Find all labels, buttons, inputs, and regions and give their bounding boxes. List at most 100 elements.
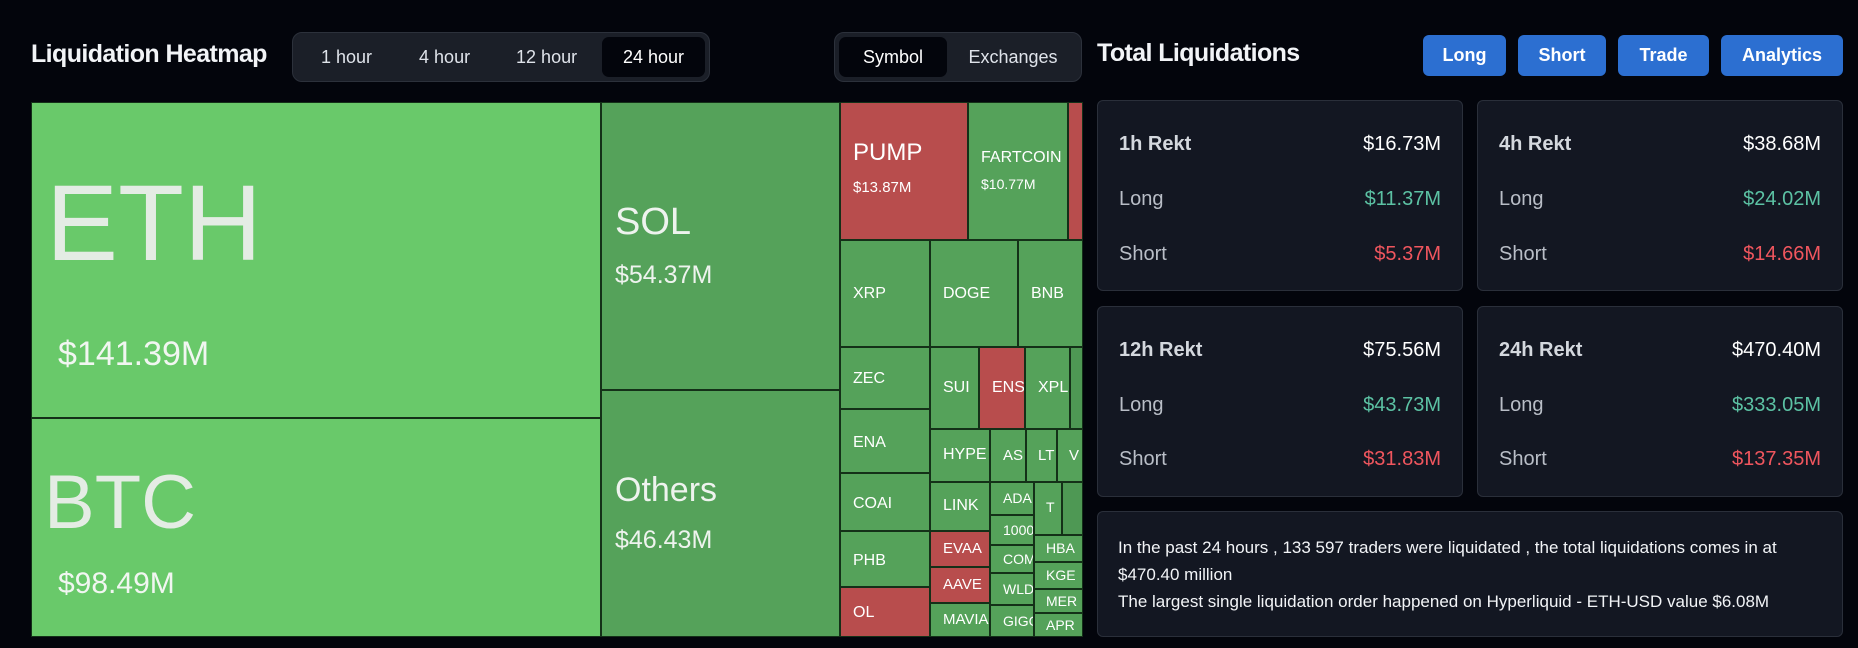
rekt-4h-short-row: Short $14.66M [1499,239,1821,269]
tile-phb-name: PHB [853,552,886,569]
time-option-24h[interactable]: 24 hour [602,37,705,77]
rekt-4h-label: 4h Rekt [1499,132,1572,155]
tile-doge-name: DOGE [943,285,991,302]
tile-sol-value: $54.37M [615,261,713,289]
liquidation-summary: In the past 24 hours , 133 597 traders w… [1097,511,1843,637]
rekt-12h-short: $31.83M [1363,447,1441,470]
view-mode-selector: Symbol Exchanges [834,32,1082,82]
tile-fartcoin-name: FARTCOIN [981,149,1062,166]
rekt-24h-short-label: Short [1499,447,1547,470]
tile-eth[interactable]: ETH $141.39M [31,102,601,418]
rekt-12h-long-label: Long [1119,393,1164,416]
tile-hba[interactable]: HBA [1034,535,1083,562]
rekt-1h-short-label: Short [1119,242,1167,265]
tile-apr-name: APR [1046,617,1075,633]
tile-fartcoin[interactable]: FARTCOIN $10.77M [968,102,1068,240]
heatmap-title: Liquidation Heatmap [31,40,267,68]
rekt-1h-short: $5.37M [1374,242,1441,265]
tile-mavia[interactable]: MAVIA [930,603,990,637]
tile-ens-name: ENS [992,379,1025,396]
tile-btc-name: BTC [44,460,196,545]
tile-ens[interactable]: ENS [979,347,1025,429]
tile-bnb[interactable]: BNB [1018,240,1083,347]
tile-doge[interactable]: DOGE [930,240,1018,347]
trade-button[interactable]: Trade [1618,35,1709,76]
tile-1000[interactable]: 1000 [990,515,1034,545]
tile-aave[interactable]: AAVE [930,567,990,603]
tile-xrp[interactable]: XRP [840,240,930,347]
tile-zec[interactable]: ZEC [840,347,930,409]
rekt-4h-total-row: 4h Rekt $38.68M [1499,129,1821,159]
tile-xpl[interactable]: XPL [1025,347,1070,429]
tile-gig-name: GIGG [1003,613,1033,629]
tile-ada[interactable]: ADA [990,482,1034,515]
tile-t[interactable]: T [1034,482,1062,535]
tile-fartcoin-value: $10.77M [981,176,1036,192]
rekt-1h-total-row: 1h Rekt $16.73M [1119,129,1441,159]
tile-mer-name: MER [1046,593,1078,609]
tile-red-small[interactable] [1068,102,1083,240]
time-option-1h[interactable]: 1 hour [320,46,373,67]
tile-btc[interactable]: BTC $98.49M [31,418,601,637]
tile-hba-name: HBA [1046,540,1075,556]
time-option-4h[interactable]: 4 hour [419,46,471,67]
tile-com-name: COM [1003,551,1034,567]
tile-as[interactable]: AS [990,429,1026,482]
time-option-12h[interactable]: 12 hour [516,46,578,67]
rekt-4h-long-row: Long $24.02M [1499,184,1821,214]
rekt-1h-short-row: Short $5.37M [1119,239,1441,269]
rekt-24h-total: $470.40M [1732,338,1821,361]
tile-v[interactable]: V [1057,429,1083,482]
tile-zec-name: ZEC [853,370,885,387]
tile-wld[interactable]: WLD [990,573,1034,605]
tile-mer[interactable]: MER [1034,589,1083,613]
tile-ada-name: ADA [1003,490,1032,506]
rekt-card-1h: 1h Rekt $16.73M Long $11.37M Short $5.37… [1097,100,1463,291]
rekt-1h-total: $16.73M [1363,132,1441,155]
tile-pump[interactable]: PUMP $13.87M [840,102,968,240]
tile-link[interactable]: LINK [930,482,990,531]
tile-apr[interactable]: APR [1034,613,1083,637]
rekt-24h-long-label: Long [1499,393,1544,416]
tile-misc-1[interactable] [1070,347,1083,429]
rekt-24h-total-row: 24h Rekt $470.40M [1499,335,1821,365]
tile-phb[interactable]: PHB [840,531,930,587]
tile-ena[interactable]: ENA [840,409,930,473]
rekt-24h-short-row: Short $137.35M [1499,444,1821,474]
tile-ol[interactable]: OL [840,587,930,637]
short-button[interactable]: Short [1518,35,1606,76]
tile-evaa[interactable]: EVAA [930,531,990,567]
analytics-button[interactable]: Analytics [1721,35,1843,76]
rekt-12h-long: $43.73M [1363,393,1441,416]
rekt-4h-total: $38.68M [1743,132,1821,155]
tile-hype[interactable]: HYPE [930,429,990,482]
tile-sol[interactable]: SOL $54.37M [601,102,840,390]
tile-ol-name: OL [853,604,875,621]
tile-coai-name: COAI [853,495,893,512]
tile-gig[interactable]: GIGG [990,605,1034,637]
view-option-symbol[interactable]: Symbol [839,37,947,77]
view-option-exchanges[interactable]: Exchanges [968,46,1058,67]
tile-lt[interactable]: LT [1026,429,1057,482]
tile-sui-name: SUI [943,379,970,396]
rekt-1h-long: $11.37M [1364,187,1441,210]
tile-ena-name: ENA [853,434,886,451]
rekt-card-12h: 12h Rekt $75.56M Long $43.73M Short $31.… [1097,306,1463,497]
tile-kge[interactable]: KGE [1034,562,1083,589]
tile-aave-name: AAVE [943,576,982,593]
rekt-card-4h: 4h Rekt $38.68M Long $24.02M Short $14.6… [1477,100,1843,291]
tile-sui[interactable]: SUI [930,347,979,429]
tile-coai[interactable]: COAI [840,473,930,531]
rekt-24h-label: 24h Rekt [1499,338,1583,361]
tile-link-name: LINK [943,497,979,514]
tile-com[interactable]: COM [990,545,1034,573]
time-range-selector: 1 hour 4 hour 12 hour 24 hour [292,32,710,82]
tile-others-name: Others [615,471,718,509]
tile-bnb-name: BNB [1031,285,1064,302]
rekt-1h-long-label: Long [1119,187,1164,210]
tile-others[interactable]: Others $46.43M [601,390,840,637]
long-button[interactable]: Long [1423,35,1506,76]
tile-kge-name: KGE [1046,567,1076,583]
tile-xpl-name: XPL [1038,379,1069,396]
tile-misc-2[interactable] [1062,482,1083,535]
